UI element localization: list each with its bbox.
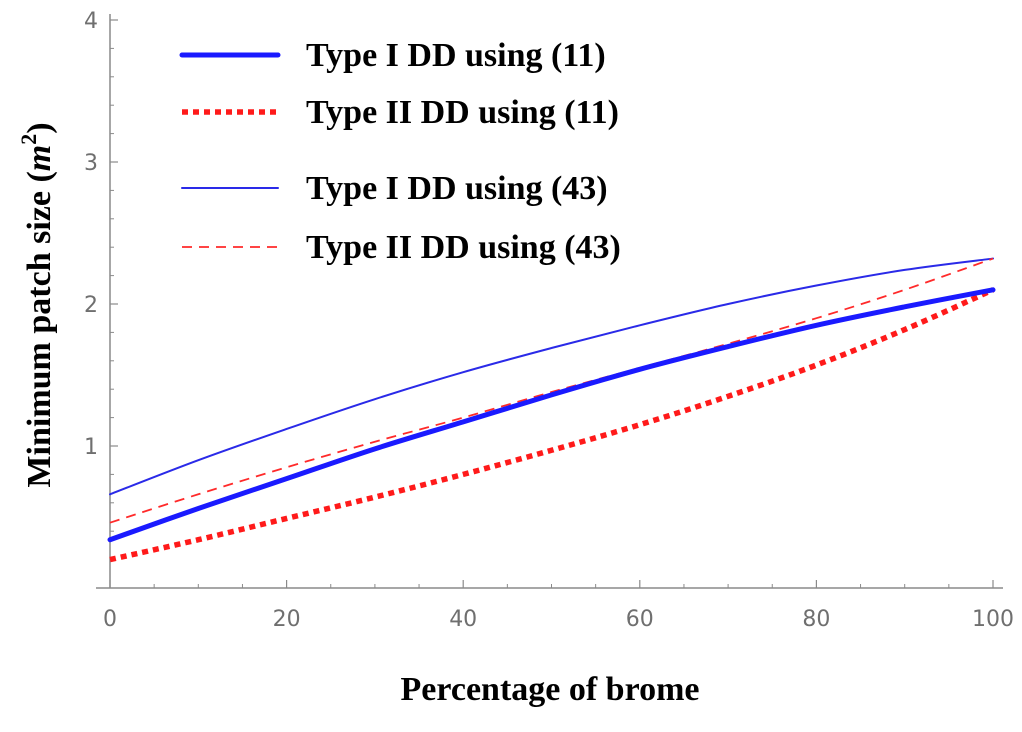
x-axis-title: Percentage of brome <box>401 671 700 708</box>
legend-label-1: Type I DD using (11) <box>306 37 606 74</box>
y-tick-label: 1 <box>84 435 98 460</box>
x-tick-label: 100 <box>972 607 1014 632</box>
x-tick-label: 20 <box>273 607 301 632</box>
y-tick-label: 4 <box>84 9 98 34</box>
y-axis-title: Minimum patch size (m2) <box>16 122 58 487</box>
series-line-1 <box>107 287 996 543</box>
series-line-3 <box>109 257 994 496</box>
y-tick-label: 3 <box>84 151 98 176</box>
x-tick-label: 80 <box>802 607 830 632</box>
series-line-4 <box>109 257 994 524</box>
legend-label-3: Type I DD using (43) <box>306 170 608 207</box>
x-tick-label: 60 <box>626 607 654 632</box>
series-line-2 <box>109 287 995 563</box>
x-tick-label: 0 <box>103 607 117 632</box>
legend-label-2: Type II DD using (11) <box>306 94 619 131</box>
series-layer <box>107 257 996 563</box>
y-tick-label: 2 <box>84 293 98 318</box>
x-tick-label: 40 <box>449 607 477 632</box>
legend-label-4: Type II DD using (43) <box>306 229 621 266</box>
legend: Type I DD using (11) Type II DD using (11… <box>179 37 621 266</box>
axes: 0 20 40 60 80 100 1 2 3 4 <box>84 9 1014 632</box>
